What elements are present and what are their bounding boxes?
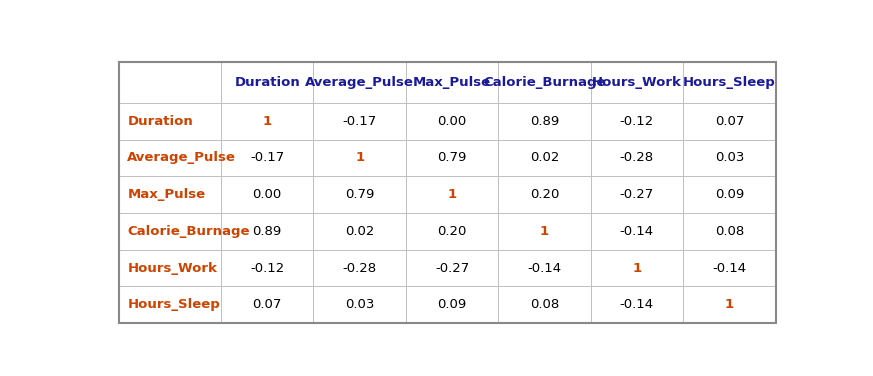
Text: -0.27: -0.27 <box>620 188 654 201</box>
Bar <box>684 287 775 323</box>
Text: 0.07: 0.07 <box>252 298 282 311</box>
Text: 1: 1 <box>540 225 549 238</box>
Bar <box>120 103 221 139</box>
Bar <box>498 62 591 103</box>
Bar <box>313 103 406 139</box>
Bar <box>498 176 591 213</box>
Bar <box>498 139 591 176</box>
Bar <box>221 213 313 250</box>
Text: -0.14: -0.14 <box>620 298 654 311</box>
Bar <box>406 62 498 103</box>
Text: 0.09: 0.09 <box>715 188 744 201</box>
Bar <box>221 250 313 287</box>
Text: -0.28: -0.28 <box>620 152 654 164</box>
Bar <box>221 103 313 139</box>
Bar <box>313 62 406 103</box>
Bar <box>120 62 221 103</box>
Text: -0.17: -0.17 <box>342 115 377 128</box>
Text: Hours_Sleep: Hours_Sleep <box>127 298 220 311</box>
Text: 0.08: 0.08 <box>715 225 744 238</box>
Text: 1: 1 <box>725 298 734 311</box>
Bar <box>221 62 313 103</box>
Text: 1: 1 <box>355 152 364 164</box>
Bar <box>684 139 775 176</box>
Bar <box>498 250 591 287</box>
Bar <box>406 176 498 213</box>
Bar <box>591 287 684 323</box>
Bar <box>591 62 684 103</box>
Text: 0.03: 0.03 <box>345 298 375 311</box>
Bar <box>406 250 498 287</box>
Text: 0.08: 0.08 <box>530 298 559 311</box>
Bar <box>591 139 684 176</box>
Bar <box>313 287 406 323</box>
Bar <box>406 103 498 139</box>
Text: Max_Pulse: Max_Pulse <box>413 76 491 89</box>
Bar <box>498 213 591 250</box>
Text: 0.89: 0.89 <box>530 115 559 128</box>
Bar <box>591 213 684 250</box>
Bar <box>313 213 406 250</box>
Text: Hours_Work: Hours_Work <box>592 76 682 89</box>
Text: 1: 1 <box>448 188 457 201</box>
Bar <box>120 62 775 323</box>
Text: Max_Pulse: Max_Pulse <box>127 188 205 201</box>
Bar <box>120 139 221 176</box>
Text: 0.02: 0.02 <box>530 152 560 164</box>
Text: 0.00: 0.00 <box>252 188 282 201</box>
Bar <box>684 250 775 287</box>
Text: Duration: Duration <box>127 115 193 128</box>
Text: 1: 1 <box>632 262 642 274</box>
Bar <box>591 103 684 139</box>
Bar <box>591 176 684 213</box>
Text: 0.20: 0.20 <box>437 225 467 238</box>
Bar <box>591 250 684 287</box>
Bar <box>120 287 221 323</box>
Bar <box>684 103 775 139</box>
Text: Average_Pulse: Average_Pulse <box>306 76 414 89</box>
Bar <box>684 213 775 250</box>
Text: Average_Pulse: Average_Pulse <box>127 152 237 164</box>
Bar <box>221 139 313 176</box>
Bar <box>406 287 498 323</box>
Text: Hours_Sleep: Hours_Sleep <box>683 76 776 89</box>
Text: Calorie_Burnage: Calorie_Burnage <box>484 76 606 89</box>
Text: 1: 1 <box>263 115 272 128</box>
Bar <box>120 176 221 213</box>
Text: -0.27: -0.27 <box>435 262 469 274</box>
Text: Duration: Duration <box>234 76 300 89</box>
Text: 0.79: 0.79 <box>345 188 375 201</box>
Text: Calorie_Burnage: Calorie_Burnage <box>127 225 250 238</box>
Bar <box>313 176 406 213</box>
Text: 0.20: 0.20 <box>530 188 560 201</box>
Text: 0.02: 0.02 <box>345 225 375 238</box>
Bar <box>221 287 313 323</box>
Text: 0.09: 0.09 <box>437 298 467 311</box>
Bar <box>120 213 221 250</box>
Bar <box>684 62 775 103</box>
Bar <box>406 213 498 250</box>
Text: 0.89: 0.89 <box>252 225 282 238</box>
Bar <box>406 139 498 176</box>
Text: 0.07: 0.07 <box>715 115 744 128</box>
Text: -0.12: -0.12 <box>620 115 654 128</box>
Bar <box>221 176 313 213</box>
Text: -0.14: -0.14 <box>712 262 746 274</box>
Bar <box>684 176 775 213</box>
Text: -0.17: -0.17 <box>250 152 285 164</box>
Text: 0.00: 0.00 <box>437 115 467 128</box>
Text: 0.79: 0.79 <box>437 152 467 164</box>
Bar <box>498 287 591 323</box>
Text: Hours_Work: Hours_Work <box>127 262 217 274</box>
Text: -0.12: -0.12 <box>250 262 285 274</box>
Bar <box>313 250 406 287</box>
Text: -0.14: -0.14 <box>620 225 654 238</box>
Text: 0.03: 0.03 <box>715 152 744 164</box>
Bar <box>498 103 591 139</box>
Text: -0.28: -0.28 <box>342 262 376 274</box>
Bar <box>313 139 406 176</box>
Text: -0.14: -0.14 <box>527 262 561 274</box>
Bar <box>120 250 221 287</box>
